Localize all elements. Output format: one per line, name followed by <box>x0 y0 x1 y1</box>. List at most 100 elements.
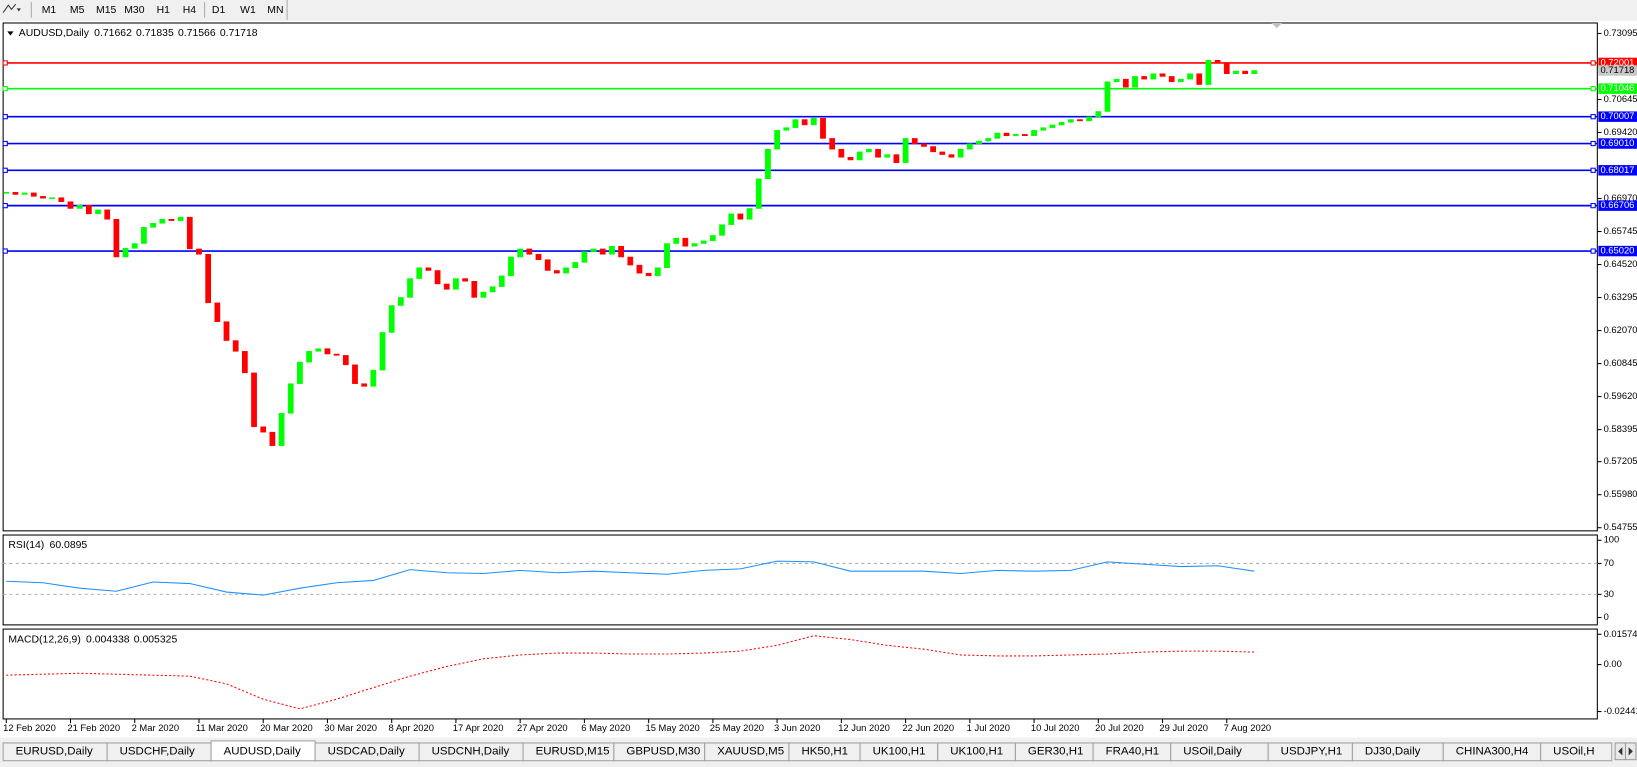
candle-body <box>1168 76 1175 83</box>
timeframe-label[interactable]: MN <box>267 5 283 16</box>
tab-label[interactable]: AUDUSD,Daily <box>224 745 301 757</box>
chart-tab[interactable]: GER30,H1 <box>1014 742 1094 762</box>
candle-body <box>1214 60 1221 64</box>
candle-body <box>838 148 845 158</box>
candle-body <box>168 219 175 221</box>
chart-tab[interactable]: CHINA300,H4 <box>1442 742 1542 762</box>
candle-body <box>921 143 927 147</box>
tab-label[interactable]: USOil,Daily <box>1183 745 1242 757</box>
tab-background[interactable] <box>1540 742 1613 762</box>
timeframe-button[interactable]: M15 <box>96 5 116 16</box>
readout-value: 0.71662 <box>94 28 132 39</box>
candle-body <box>1067 119 1074 123</box>
tab-scroll-right-arrow[interactable] <box>1628 747 1633 756</box>
chart-tab[interactable]: USDCHF,Daily <box>106 742 212 762</box>
timeframe-button[interactable]: H4 <box>183 5 197 16</box>
dropdown-arrow[interactable] <box>16 8 21 12</box>
chart-tab[interactable]: USDJPY,H1 <box>1267 742 1353 762</box>
candle-body <box>1058 121 1065 126</box>
tab-label[interactable]: GER30,H1 <box>1028 745 1083 757</box>
timeframe-label[interactable]: M1 <box>42 5 57 16</box>
tab-label[interactable]: USOil,H <box>1553 745 1594 757</box>
candle-body <box>324 348 331 355</box>
rsi-panel <box>2 534 1598 626</box>
chart-tab[interactable]: EURUSD,Daily <box>2 742 108 762</box>
tab-label[interactable]: USDCHF,Daily <box>120 745 195 757</box>
y-tick-label: 0.70645 <box>1604 93 1637 104</box>
chart-tab[interactable]: FRA40,H1 <box>1092 742 1172 762</box>
timeframe-button[interactable]: MN <box>267 5 283 16</box>
tab-label[interactable]: EURUSD,Daily <box>16 745 93 757</box>
timeframe-button[interactable]: W1 <box>240 5 256 16</box>
timeframe-label[interactable]: H1 <box>157 5 171 16</box>
tab-label[interactable]: USDCAD,Daily <box>328 745 405 757</box>
candle-body <box>1205 60 1212 85</box>
candle-body <box>1141 76 1148 80</box>
candle-body <box>590 248 597 252</box>
chart-tab[interactable]: USOil,Daily <box>1170 742 1269 762</box>
candle-body <box>416 267 423 279</box>
tab-scroll-left-arrow[interactable] <box>1618 747 1623 756</box>
candle-body <box>728 213 735 225</box>
chart-tab[interactable]: USOil,H <box>1540 742 1613 762</box>
readout-value: 0.005325 <box>134 634 178 645</box>
tab-label[interactable]: FRA40,H1 <box>1106 745 1160 757</box>
candle-body <box>480 291 487 298</box>
chart-tab[interactable]: USDCNH,Daily <box>418 742 524 762</box>
chart-tab[interactable]: AUDUSD,Daily <box>210 740 316 762</box>
y-tick-label: 0.69420 <box>1604 126 1637 137</box>
chart-tab[interactable]: HK50,H1 <box>788 742 861 762</box>
readout-value: 0.004338 <box>86 634 130 645</box>
candle-body <box>1049 124 1056 128</box>
timeframe-label[interactable]: W1 <box>240 5 256 16</box>
tab-label[interactable]: UK100,H1 <box>873 745 926 757</box>
chart-tab[interactable]: UK100,H1 <box>859 742 939 762</box>
level-anchor <box>1590 203 1596 209</box>
tab-label[interactable]: HK50,H1 <box>801 745 848 757</box>
y-tick-label: 0.55980 <box>1604 488 1637 499</box>
timeframe-label[interactable]: H4 <box>183 5 197 16</box>
candle-body <box>1003 132 1010 136</box>
timeframe-button[interactable]: H1 <box>157 5 171 16</box>
candle-body <box>21 192 28 195</box>
chart-tab[interactable]: XAUUSD,M5 <box>704 742 790 762</box>
tab-label[interactable]: USDJPY,H1 <box>1281 745 1343 757</box>
tab-label[interactable]: CHINA300,H4 <box>1456 745 1529 757</box>
level-anchor <box>1590 167 1596 173</box>
tab-label[interactable]: UK100,H1 <box>950 745 1003 757</box>
draw-tool-icon[interactable] <box>2 3 17 13</box>
chart-tab[interactable]: UK100,H1 <box>937 742 1016 762</box>
x-tick-label: 22 Jun 2020 <box>902 722 954 733</box>
timeframe-label[interactable]: M15 <box>96 5 116 16</box>
timeframe-button[interactable]: D1 <box>212 5 226 16</box>
candle-body <box>223 321 230 341</box>
timeframe-button[interactable]: M5 <box>70 5 85 16</box>
candle-body <box>654 267 661 277</box>
timeframe-label[interactable]: D1 <box>212 5 226 16</box>
timeframe-button[interactable]: M30 <box>124 5 144 16</box>
candle-body <box>645 272 652 277</box>
chart-tab[interactable]: USDCAD,Daily <box>314 742 420 762</box>
timeframe-label[interactable]: M30 <box>124 5 144 16</box>
candle-body <box>526 248 533 255</box>
chart-tab[interactable]: DJ30,Daily <box>1351 742 1444 762</box>
candle-body <box>930 146 936 153</box>
tab-label[interactable]: GBPUSD,M30 <box>626 745 700 757</box>
candle-body <box>1086 116 1092 122</box>
level-label: 0.66706 <box>1600 199 1634 210</box>
y-tick-label: -0.02441 <box>1604 705 1637 716</box>
tab-label[interactable]: EURUSD,M15 <box>536 745 610 757</box>
x-tick-label: 25 May 2020 <box>710 722 764 733</box>
candle-body <box>177 216 184 221</box>
tab-label[interactable]: XAUUSD,M5 <box>717 745 784 757</box>
timeframe-button[interactable]: M1 <box>42 5 57 16</box>
chart-tab[interactable]: EURUSD,M15 <box>522 742 615 762</box>
timeframe-label[interactable]: M5 <box>70 5 85 16</box>
candle-body <box>976 140 982 145</box>
x-tick-label: 29 Jul 2020 <box>1159 722 1208 733</box>
chart-tab[interactable]: GBPUSD,M30 <box>613 742 706 762</box>
level-anchor <box>2 60 8 66</box>
tab-label[interactable]: DJ30,Daily <box>1365 745 1421 757</box>
tab-label[interactable]: USDCNH,Daily <box>432 745 510 757</box>
